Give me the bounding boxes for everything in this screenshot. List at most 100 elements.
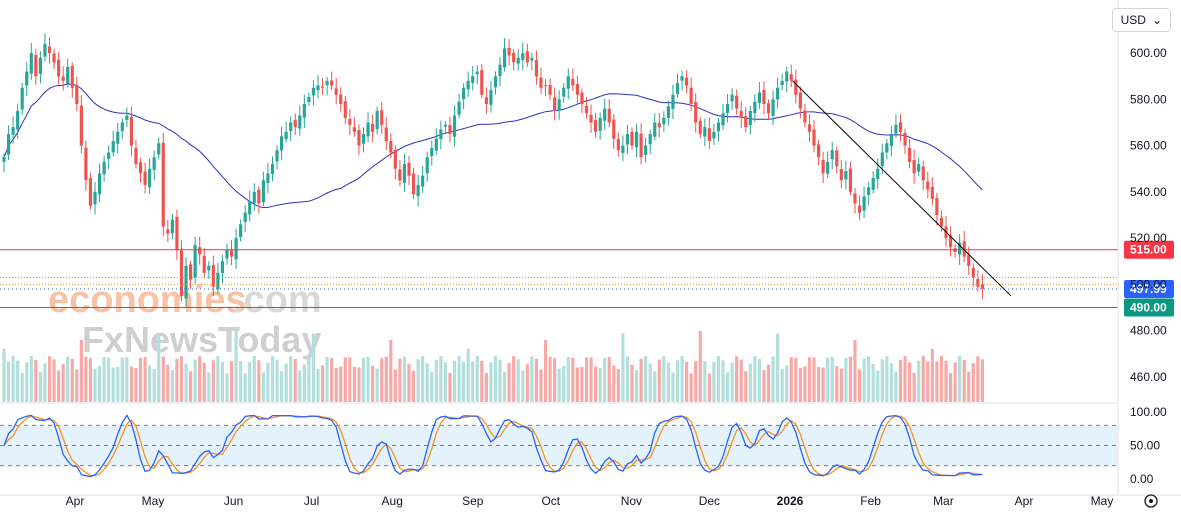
- candle: [416, 175, 420, 207]
- volume-bar: [47, 356, 52, 402]
- candle: [311, 79, 316, 106]
- candle: [680, 70, 684, 91]
- candle: [516, 49, 520, 71]
- volume-bar: [220, 361, 225, 402]
- currency-selector[interactable]: USD ⌄: [1111, 8, 1171, 32]
- candle: [43, 33, 47, 62]
- candle: [662, 111, 666, 132]
- candle: [129, 106, 134, 156]
- candle: [625, 124, 630, 155]
- candle: [725, 93, 730, 123]
- volume-bar: [507, 363, 511, 402]
- x-tick-label: Apr: [66, 494, 85, 508]
- trendline: [792, 80, 1012, 297]
- volume-bar: [443, 362, 448, 402]
- candle: [889, 125, 893, 157]
- volume-bar: [589, 357, 593, 402]
- candle: [261, 171, 265, 207]
- y-tick-label: 560.00: [1130, 139, 1167, 153]
- x-tick-label: May: [142, 494, 165, 508]
- volume-bar: [603, 357, 607, 402]
- volume-bar: [16, 360, 20, 402]
- candle: [143, 162, 147, 194]
- candle: [689, 77, 693, 112]
- candle: [116, 122, 120, 154]
- volume-bar: [757, 358, 762, 402]
- volume-bar: [930, 348, 934, 402]
- candle: [885, 139, 889, 160]
- candle: [243, 205, 247, 233]
- candle: [93, 182, 97, 215]
- volume-bar: [648, 363, 652, 402]
- candle: [803, 103, 807, 128]
- candle: [34, 48, 38, 85]
- volume-bar: [566, 357, 570, 402]
- candle: [375, 106, 379, 135]
- volume-bar: [539, 369, 543, 402]
- volume-bar: [498, 359, 502, 402]
- candle: [393, 145, 397, 180]
- candle: [198, 236, 202, 265]
- candle: [903, 128, 907, 154]
- level-badge-label: 497.99: [1130, 282, 1167, 296]
- candle: [289, 116, 293, 142]
- volume-bar: [730, 362, 734, 402]
- volume-bar: [621, 333, 625, 402]
- candle: [744, 106, 748, 133]
- candle: [170, 214, 174, 240]
- candle: [853, 187, 857, 214]
- candle: [220, 254, 225, 284]
- candle: [935, 192, 939, 226]
- volume-bar: [716, 356, 721, 402]
- volume-bar: [625, 356, 630, 402]
- volume-bar: [184, 363, 188, 402]
- volume-bar: [753, 356, 757, 402]
- currency-label: USD: [1120, 13, 1146, 27]
- moving-average: [3, 83, 983, 209]
- volume-bars: [2, 331, 984, 402]
- candle: [502, 38, 507, 72]
- volume-bar: [785, 365, 789, 402]
- candle: [598, 112, 602, 140]
- volume-bar: [607, 356, 611, 402]
- candle: [138, 158, 143, 184]
- candle: [607, 99, 611, 128]
- candle: [421, 165, 425, 194]
- volume-bar: [698, 331, 702, 402]
- candle: [789, 64, 793, 88]
- candle: [498, 57, 502, 87]
- candle: [434, 128, 438, 156]
- volume-bar: [917, 360, 921, 402]
- volume-bar: [102, 357, 106, 402]
- volume-bar: [816, 366, 821, 402]
- candle: [766, 99, 771, 119]
- candle: [694, 93, 698, 133]
- volume-bar: [521, 370, 525, 402]
- candle: [157, 137, 161, 160]
- candle: [298, 105, 302, 136]
- volume-bar: [311, 333, 316, 402]
- volume-bar: [553, 358, 557, 402]
- candle: [894, 114, 898, 138]
- candle: [584, 97, 589, 119]
- candle: [439, 120, 443, 150]
- candle: [634, 123, 639, 158]
- candle: [616, 132, 620, 157]
- candle: [785, 66, 789, 92]
- candle: [225, 243, 229, 265]
- volume-bar: [375, 368, 379, 402]
- candle: [134, 139, 138, 169]
- volume-bar: [239, 361, 243, 402]
- y-tick-label: 480.00: [1130, 324, 1167, 338]
- stochastic-oscillator: 0.00 50.00 100.00: [0, 405, 1167, 486]
- volume-bar: [830, 357, 834, 402]
- candle: [102, 156, 106, 182]
- candle: [211, 255, 215, 297]
- volume-bar: [2, 349, 6, 402]
- watermark-line2: FxNewsToday: [82, 319, 321, 360]
- volume-bar: [771, 356, 775, 402]
- candle: [589, 104, 593, 133]
- candle: [580, 88, 584, 114]
- volume-bar: [270, 356, 275, 402]
